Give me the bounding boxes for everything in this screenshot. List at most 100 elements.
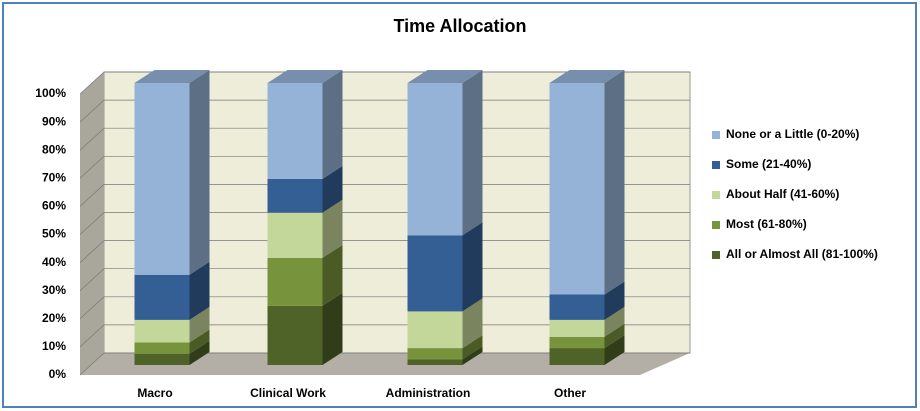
bar-front [407, 235, 463, 312]
grid-line [79, 324, 105, 348]
legend-swatch [712, 131, 720, 139]
bar-side [604, 335, 625, 365]
bar [549, 281, 625, 320]
bar-side [189, 329, 210, 354]
bar-top [407, 70, 483, 83]
bar-front [134, 319, 190, 343]
bar [549, 70, 625, 295]
bar-side [189, 70, 210, 275]
bar [267, 199, 343, 258]
bar-front [267, 257, 323, 306]
bar [549, 306, 625, 337]
bar [134, 261, 210, 320]
bar-side [322, 165, 343, 213]
bar-side [604, 70, 625, 295]
bar-side [462, 70, 483, 236]
bar-side [604, 281, 625, 320]
bar-front [549, 83, 605, 295]
legend-swatch [712, 191, 720, 199]
legend-label: About Half (41-60%) [726, 187, 839, 201]
bar [134, 329, 210, 354]
bar [407, 335, 483, 360]
legend-swatch [712, 251, 720, 259]
bar-front [134, 342, 190, 354]
y-tick-label: 90% [42, 114, 66, 128]
bar-side [322, 244, 343, 306]
x-tick-label: Other [554, 386, 586, 400]
bar-front [407, 348, 463, 360]
grid-line [79, 71, 105, 95]
bar-front [267, 212, 323, 258]
bar-side [322, 199, 343, 258]
bar-front [549, 294, 605, 320]
bar-top [549, 70, 625, 83]
grid-line [79, 127, 105, 151]
bar [407, 70, 483, 236]
y-tick-label: 10% [42, 339, 66, 353]
bar-side [322, 70, 343, 179]
bar-side [462, 335, 483, 360]
y-tick-label: 80% [42, 142, 66, 156]
legend-swatch [712, 221, 720, 229]
bar-front [267, 178, 323, 213]
bar-front [407, 83, 463, 236]
grid-line [79, 240, 105, 263]
bar [134, 70, 210, 275]
grid-line [79, 184, 105, 207]
floor [80, 353, 690, 375]
grid-line [79, 212, 105, 235]
bar-top [134, 70, 210, 83]
grid-line [79, 352, 105, 376]
bar-side [189, 340, 210, 365]
bar [407, 346, 483, 365]
bar-front [134, 353, 190, 365]
y-tick-label: 0% [49, 367, 67, 381]
grid-line [79, 99, 105, 123]
bar [267, 244, 343, 306]
bar [549, 323, 625, 349]
y-tick-label: 40% [42, 255, 66, 269]
bar [267, 165, 343, 213]
bar-front [267, 305, 323, 365]
bar-side [462, 298, 483, 349]
bar [134, 340, 210, 365]
bar-front [549, 336, 605, 349]
bar [407, 222, 483, 312]
y-tick-label: 60% [42, 199, 66, 213]
bar-front [549, 348, 605, 365]
legend-label: Some (21-40%) [726, 157, 811, 171]
y-tick-label: 70% [42, 170, 66, 184]
bar-front [549, 319, 605, 337]
x-tick-label: Clinical Work [250, 386, 326, 400]
bar [549, 335, 625, 365]
bar-front [134, 274, 190, 320]
y-tick-label: 50% [42, 227, 66, 241]
legend-label: None or a Little (0-20%) [726, 127, 859, 141]
bar-side [462, 346, 483, 365]
bar [407, 298, 483, 349]
bar-front [407, 311, 463, 349]
bar-top [267, 70, 343, 83]
x-tick-label: Macro [137, 386, 172, 400]
bar-side [189, 261, 210, 320]
bar-front [407, 359, 463, 365]
legend-label: Most (61-80%) [726, 217, 807, 231]
bar-side [604, 323, 625, 349]
y-tick-label: 30% [42, 283, 66, 297]
bar-side [462, 222, 483, 312]
y-tick-label: 20% [42, 311, 66, 325]
grid-line [79, 156, 105, 179]
x-tick-label: Administration [386, 386, 471, 400]
grid-line [79, 296, 105, 320]
bar-side [189, 306, 210, 343]
bar-side [322, 292, 343, 365]
bar [267, 70, 343, 179]
bar-front [267, 83, 323, 179]
bar-front [134, 83, 190, 275]
grid-line [79, 268, 105, 291]
y-tick-label: 100% [35, 86, 66, 100]
bar [134, 306, 210, 343]
chart-title: Time Allocation [393, 16, 526, 36]
legend-swatch [712, 161, 720, 169]
